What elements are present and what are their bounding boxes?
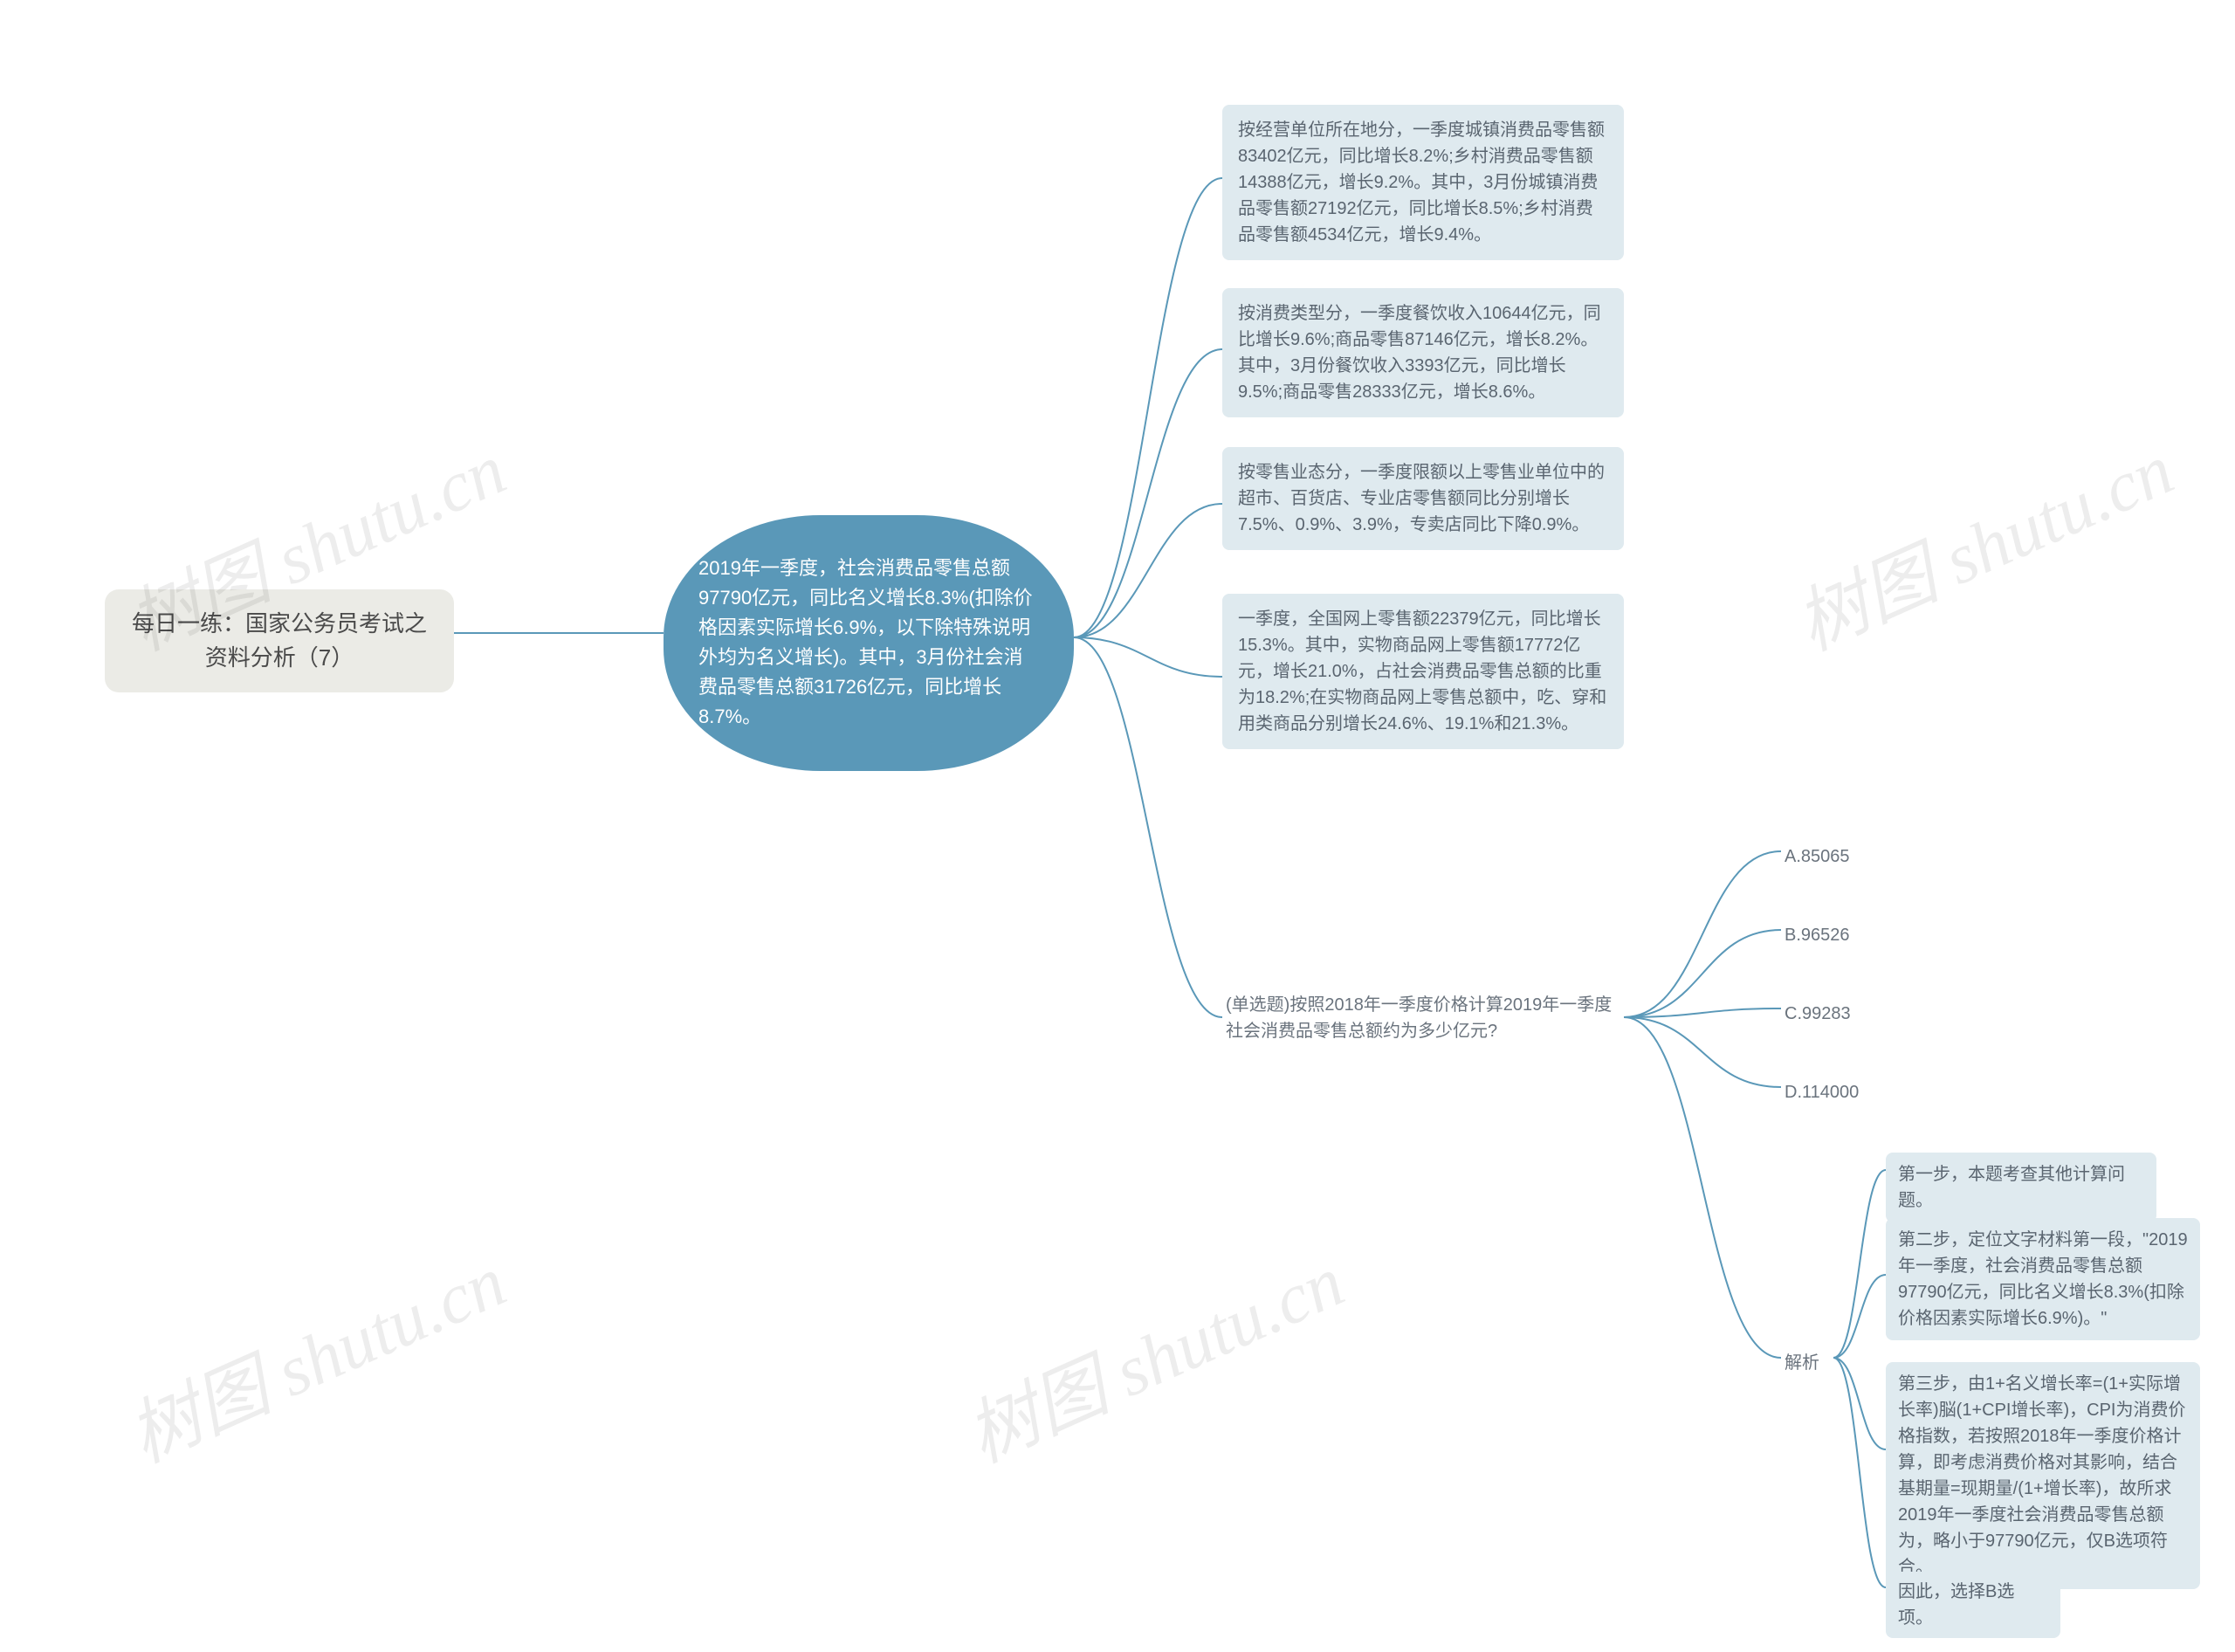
question-text: (单选题)按照2018年一季度价格计算2019年一季度社会消费品零售总额约为多少… — [1226, 995, 1612, 1041]
analysis-step-text: 第三步，由1+名义增长率=(1+实际增长率)脳(1+CPI增长率)，CPI为消费… — [1898, 1374, 2185, 1577]
section-leaf: 按消费类型分，一季度餐饮收入10644亿元，同比增长9.6%;商品零售87146… — [1222, 288, 1624, 417]
watermark: 树图 shutu.cn — [110, 1224, 519, 1483]
analysis-step-text: 第一步，本题考查其他计算问题。 — [1898, 1165, 2125, 1210]
analysis-step-text: 因此，选择B选项。 — [1898, 1582, 2014, 1628]
option-text: A.85065 — [1785, 847, 1850, 866]
main-node: 2019年一季度，社会消费品零售总额97790亿元，同比名义增长8.3%(扣除价… — [664, 515, 1074, 771]
question-node: (单选题)按照2018年一季度价格计算2019年一季度社会消费品零售总额约为多少… — [1222, 987, 1624, 1050]
section-text: 按消费类型分，一季度餐饮收入10644亿元，同比增长9.6%;商品零售87146… — [1238, 304, 1601, 402]
section-leaf: 按零售业态分，一季度限额以上零售业单位中的超市、百货店、专业店零售额同比分别增长… — [1222, 447, 1624, 550]
root-node: 每日一练：国家公务员考试之资料分析（7） — [105, 589, 454, 692]
option-text: B.96526 — [1785, 926, 1850, 945]
option-text: C.99283 — [1785, 1004, 1851, 1023]
section-leaf: 按经营单位所在地分，一季度城镇消费品零售额83402亿元，同比增长8.2%;乡村… — [1222, 105, 1624, 260]
analysis-step: 第一步，本题考查其他计算问题。 — [1886, 1153, 2156, 1222]
analysis-step: 因此，选择B选项。 — [1886, 1572, 2060, 1638]
option-text: D.114000 — [1785, 1083, 1859, 1102]
section-text: 一季度，全国网上零售额22379亿元，同比增长15.3%。其中，实物商品网上零售… — [1238, 609, 1606, 733]
main-text: 2019年一季度，社会消费品零售总额97790亿元，同比名义增长8.3%(扣除价… — [698, 557, 1033, 727]
section-text: 按经营单位所在地分，一季度城镇消费品零售额83402亿元，同比增长8.2%;乡村… — [1238, 120, 1605, 244]
root-text: 每日一练：国家公务员考试之资料分析（7） — [132, 610, 427, 671]
analysis-step-text: 第二步，定位文字材料第一段，"2019年一季度，社会消费品零售总额97790亿元… — [1898, 1230, 2188, 1328]
section-leaf: 一季度，全国网上零售额22379亿元，同比增长15.3%。其中，实物商品网上零售… — [1222, 594, 1624, 749]
analysis-step: 第三步，由1+名义增长率=(1+实际增长率)脳(1+CPI增长率)，CPI为消费… — [1886, 1362, 2200, 1589]
option-node: C.99283 — [1781, 995, 1854, 1032]
analysis-label: 解析 — [1785, 1353, 1819, 1373]
analysis-node: 解析 — [1781, 1345, 1823, 1381]
option-node: D.114000 — [1781, 1074, 1862, 1111]
option-node: A.85065 — [1781, 838, 1853, 875]
watermark: 树图 shutu.cn — [948, 1224, 1358, 1483]
watermark: 树图 shutu.cn — [1778, 412, 2187, 671]
section-text: 按零售业态分，一季度限额以上零售业单位中的超市、百货店、专业店零售额同比分别增长… — [1238, 463, 1605, 534]
analysis-step: 第二步，定位文字材料第一段，"2019年一季度，社会消费品零售总额97790亿元… — [1886, 1218, 2200, 1340]
option-node: B.96526 — [1781, 917, 1853, 953]
